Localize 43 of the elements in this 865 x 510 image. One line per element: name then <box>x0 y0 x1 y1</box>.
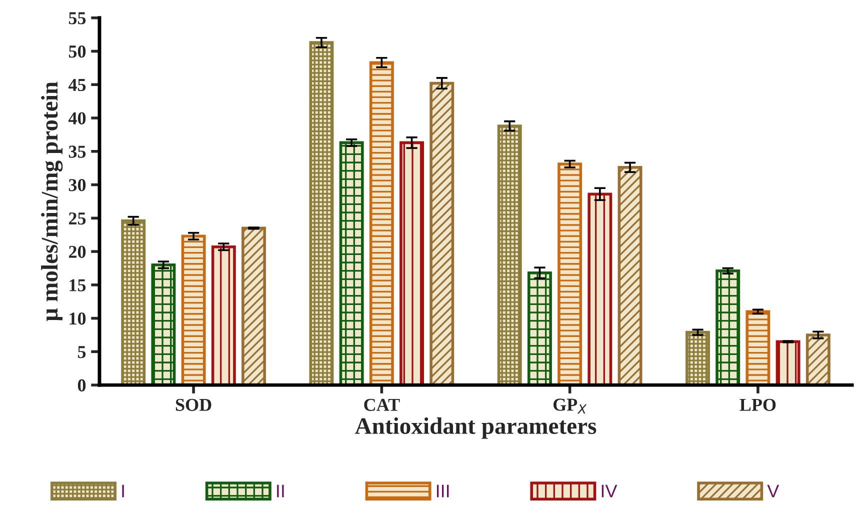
x-tick-label: GP$_{X}$ <box>553 398 587 414</box>
bar <box>776 340 800 386</box>
legend-label: I <box>122 484 124 498</box>
bar <box>686 330 710 386</box>
bar <box>527 271 552 386</box>
y-tick-label: 20 <box>68 246 86 258</box>
bar <box>716 269 740 386</box>
bar <box>400 141 424 386</box>
legend-label: IV <box>602 484 618 498</box>
y-tick-label: 45 <box>68 78 86 92</box>
bar <box>588 192 612 386</box>
x-tick-label: SOD <box>176 398 212 411</box>
bar <box>806 334 830 386</box>
y-tick-label: 30 <box>68 179 86 192</box>
bar <box>181 234 206 386</box>
bar <box>430 82 454 386</box>
bar <box>309 41 334 386</box>
bar <box>151 263 176 386</box>
y-axis-title: µ moles/min/mg protein <box>41 82 63 322</box>
bar <box>618 166 642 386</box>
legend-label: V <box>767 484 780 498</box>
y-tick-label: 25 <box>68 212 86 225</box>
bar <box>497 124 522 386</box>
x-tick-label: CAT <box>364 398 400 411</box>
y-tick-label: 5 <box>78 346 86 358</box>
x-axis-title: Antioxidant parameters <box>354 417 596 439</box>
bar <box>369 61 394 386</box>
bar <box>339 141 364 386</box>
legend-label: II <box>277 484 284 498</box>
bar <box>558 162 582 386</box>
bar <box>121 219 146 386</box>
y-tick-label: 10 <box>70 312 86 325</box>
y-tick-label: 55 <box>68 12 86 24</box>
y-tick-label: 15 <box>70 279 86 292</box>
y-tick-label: 40 <box>68 112 86 124</box>
bar <box>242 226 266 386</box>
bar <box>211 245 236 386</box>
y-tick-label: 35 <box>68 146 86 158</box>
y-tick-label: 50 <box>68 45 86 58</box>
y-tick-label: 0 <box>78 379 86 392</box>
legend-label: III <box>436 484 449 498</box>
x-tick-label: LPO <box>740 398 776 411</box>
bar <box>746 310 770 386</box>
